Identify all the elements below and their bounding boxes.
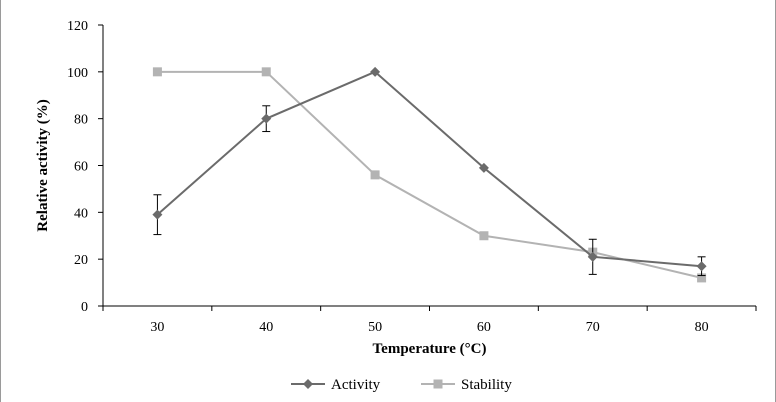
legend-marker	[433, 379, 443, 389]
data-point	[152, 209, 163, 220]
legend: Activity Stability	[291, 377, 512, 393]
data-point	[370, 66, 381, 77]
legend-item-stability: Stability	[421, 377, 512, 393]
y-tick-label: 20	[74, 253, 88, 268]
y-tick-label: 40	[74, 206, 88, 221]
y-tick-label: 120	[67, 19, 88, 34]
data-point	[479, 231, 489, 241]
legend-label: Activity	[331, 377, 381, 393]
y-tick-label: 60	[74, 160, 88, 175]
legend-item-activity: Activity	[291, 377, 381, 393]
x-tick-label: 40	[259, 320, 273, 335]
legend-marker	[303, 379, 313, 389]
y-tick-label: 0	[81, 300, 88, 315]
series-activity	[152, 66, 707, 277]
series-stability	[152, 67, 707, 283]
data-point	[587, 251, 598, 262]
data-point	[261, 67, 271, 77]
x-tick-label: 80	[695, 320, 709, 335]
data-point	[696, 261, 707, 272]
data-point	[697, 273, 707, 283]
series-line	[156, 70, 702, 268]
series-line	[157, 70, 702, 279]
data-point	[478, 162, 489, 173]
legend-label: Stability	[461, 377, 512, 393]
y-tick-label: 100	[67, 66, 88, 81]
x-axis-title: Temperature (°C)	[373, 341, 487, 357]
x-tick-label: 60	[477, 320, 491, 335]
y-tick-label: 80	[74, 113, 88, 128]
data-point	[261, 113, 272, 124]
x-tick-label: 30	[150, 320, 164, 335]
x-tick-label: 50	[368, 320, 382, 335]
axes	[102, 25, 756, 307]
data-point	[370, 170, 380, 180]
data-point	[152, 67, 162, 77]
y-axis-title: Relative activity (%)	[35, 99, 51, 231]
x-tick-label: 70	[586, 320, 600, 335]
